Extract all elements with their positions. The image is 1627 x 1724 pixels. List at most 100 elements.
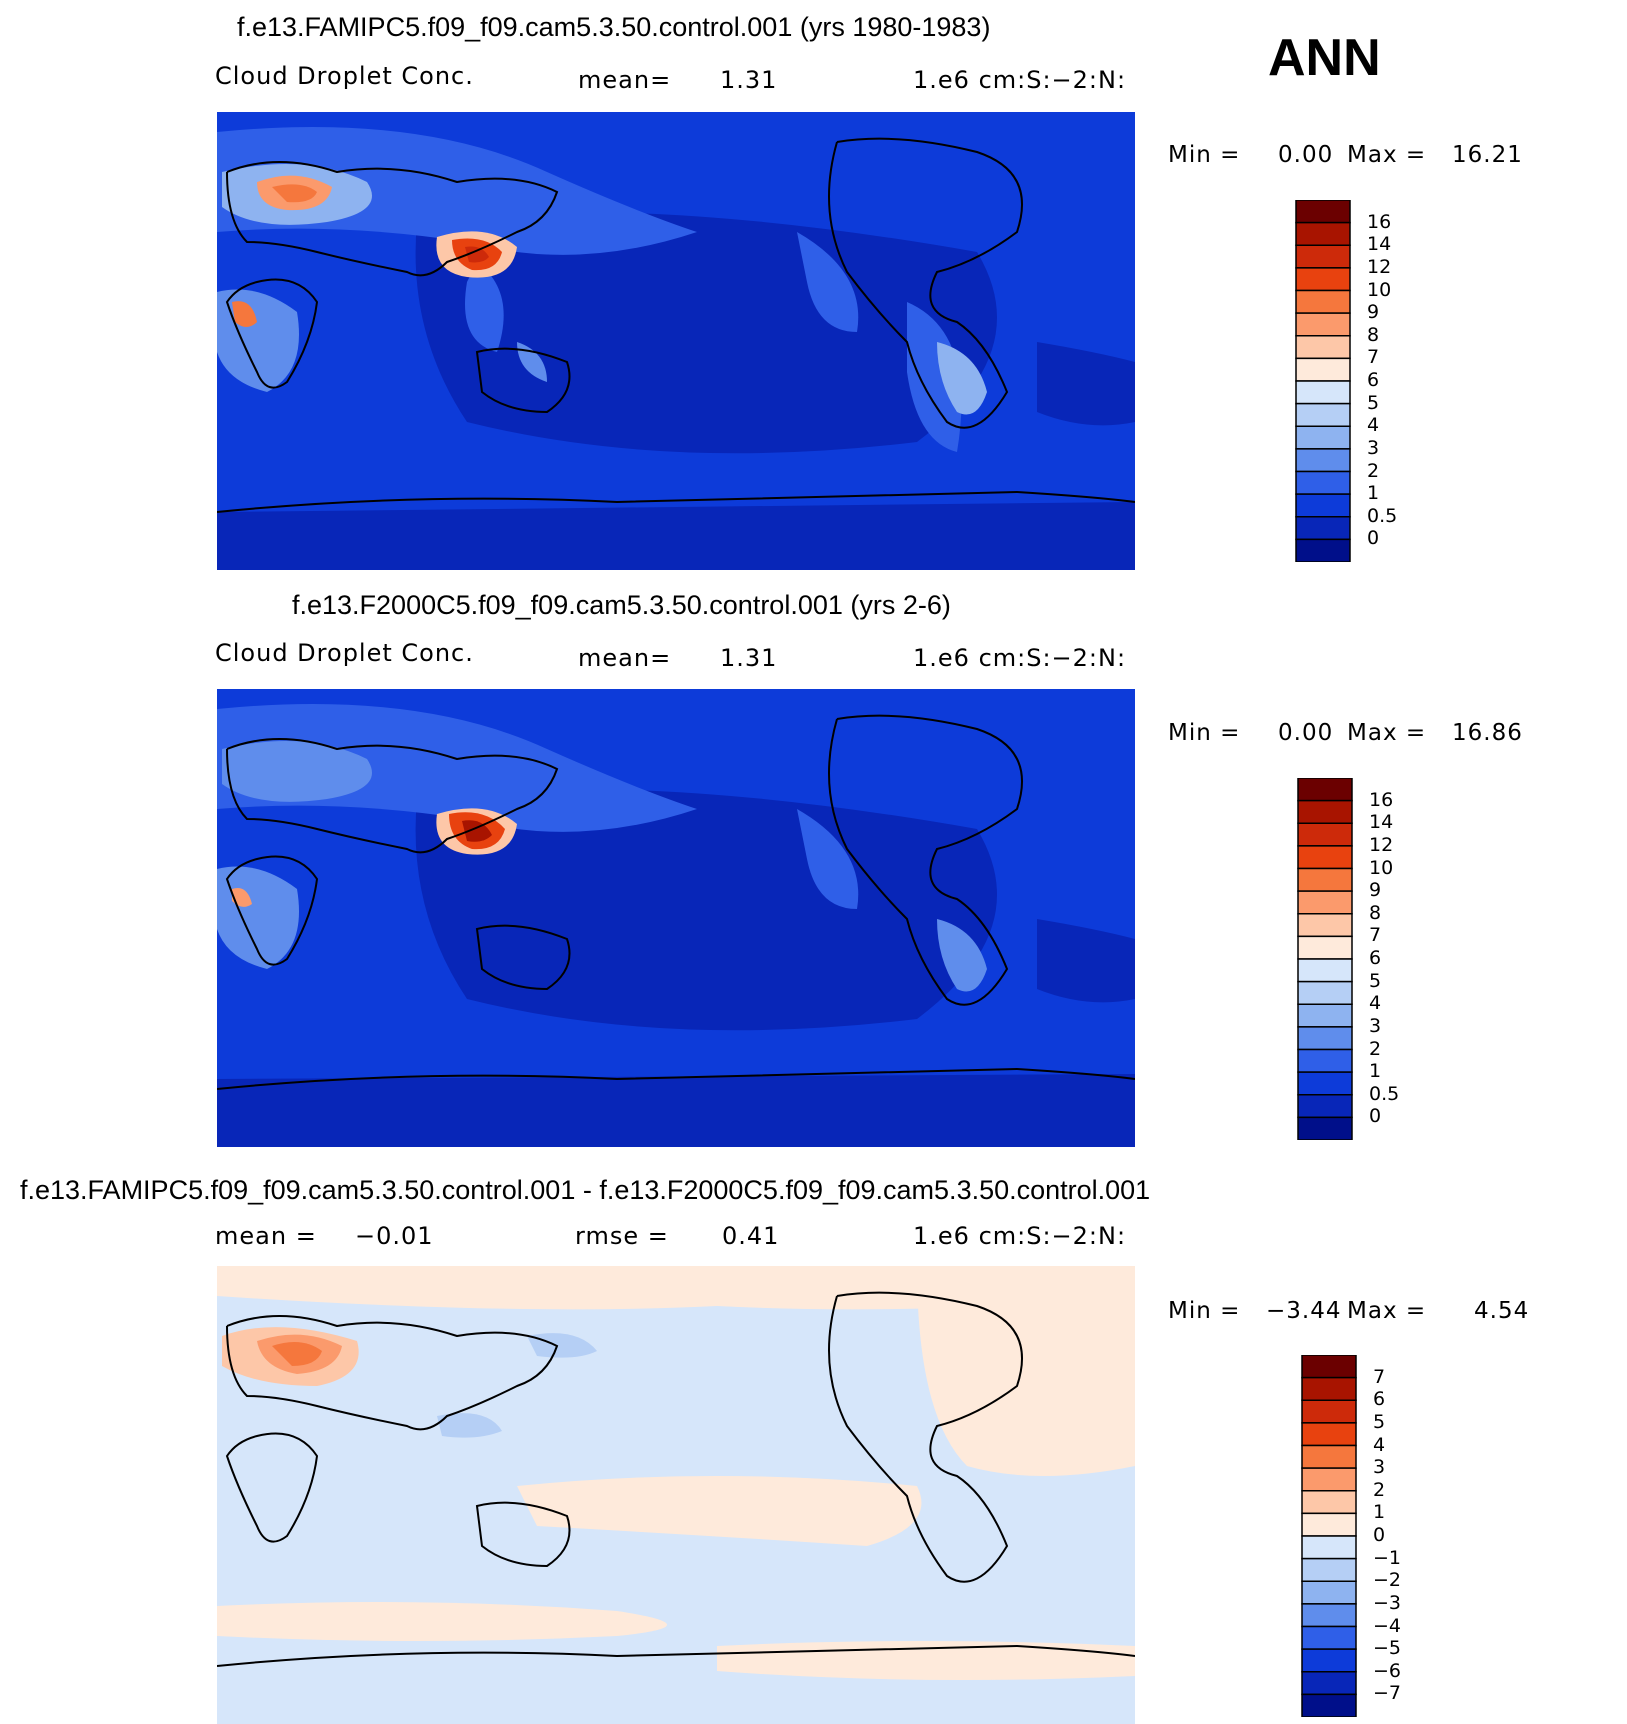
panel-1-mean-value: 1.31 [720, 66, 778, 94]
colorbar-tick-label: 5 [1369, 969, 1382, 992]
colorbar-swatch [1295, 538, 1351, 562]
panel-3-colorbar [1301, 1355, 1357, 1717]
panel-2-title: f.e13.F2000C5.f09_f09.cam5.3.50.control.… [292, 590, 951, 620]
colorbar-tick-label: 2 [1369, 1037, 1382, 1060]
colorbar-swatch [1297, 958, 1353, 983]
colorbar-swatch [1301, 1648, 1357, 1673]
colorbar-tick-label: 0 [1369, 1105, 1382, 1128]
colorbar-swatch [1297, 1048, 1353, 1073]
panel-2-units: 1.e6 cm:S:−2:N: [913, 644, 1127, 672]
season-label: ANN [1268, 29, 1381, 87]
panel-1-units: 1.e6 cm:S:−2:N: [913, 66, 1127, 94]
colorbar-tick-label: 4 [1369, 992, 1382, 1015]
panel-2-min-value: 0.00 [1278, 720, 1334, 746]
panel-3-min-value: −3.44 [1266, 1298, 1342, 1324]
colorbar-swatch [1295, 425, 1351, 450]
colorbar-swatch [1297, 980, 1353, 1005]
colorbar-swatch [1301, 1444, 1357, 1469]
colorbar-tick-label: 10 [1367, 278, 1392, 301]
colorbar-swatch [1297, 1094, 1353, 1119]
colorbar-swatch [1301, 1467, 1357, 1492]
colorbar-swatch [1297, 890, 1353, 915]
colorbar-swatch [1301, 1580, 1357, 1605]
colorbar-swatch [1301, 1557, 1357, 1582]
colorbar-tick-label: 14 [1369, 811, 1394, 834]
colorbar-swatch [1295, 470, 1351, 495]
colorbar-swatch [1301, 1671, 1357, 1696]
panel-3-units: 1.e6 cm:S:−2:N: [913, 1222, 1127, 1250]
colorbar-tick-label: 3 [1369, 1014, 1382, 1037]
colorbar-tick-label: 2 [1367, 459, 1380, 482]
colorbar-tick-label: 4 [1367, 414, 1380, 437]
panel-2-map [217, 689, 1135, 1147]
colorbar-tick-label: 16 [1367, 210, 1392, 233]
panel-2-max-value: 16.86 [1452, 720, 1523, 746]
colorbar-tick-label: 6 [1369, 947, 1382, 969]
colorbar-tick-label: 16 [1369, 788, 1394, 811]
colorbar-tick-label: 14 [1367, 233, 1392, 256]
colorbar-swatch [1297, 1116, 1353, 1140]
panel-3-max-value: 4.54 [1474, 1298, 1530, 1324]
colorbar-swatch [1295, 493, 1351, 518]
panel-1-colorbar [1295, 200, 1351, 562]
colorbar-swatch [1301, 1355, 1357, 1379]
colorbar-swatch [1301, 1625, 1357, 1650]
colorbar-swatch [1295, 380, 1351, 405]
colorbar-swatch [1297, 1026, 1353, 1051]
colorbar-swatch [1297, 1071, 1353, 1096]
colorbar-swatch [1295, 200, 1351, 224]
colorbar-swatch [1301, 1603, 1357, 1628]
colorbar-tick-label: 12 [1367, 255, 1392, 278]
colorbar-swatch [1297, 867, 1353, 892]
colorbar-swatch [1301, 1512, 1357, 1537]
colorbar-swatch [1301, 1693, 1357, 1717]
panel-1-max-value: 16.21 [1452, 142, 1523, 168]
colorbar-swatch [1297, 1003, 1353, 1028]
colorbar-tick-label: 0.5 [1369, 1082, 1400, 1105]
colorbar-swatch [1295, 244, 1351, 269]
colorbar-tick-label: −2 [1373, 1569, 1402, 1592]
colorbar-swatch [1295, 516, 1351, 541]
panel-2-max-label: Max = [1347, 720, 1427, 746]
panel-2-mean-label: mean= [578, 644, 672, 672]
colorbar-tick-label: 3 [1373, 1456, 1386, 1479]
panel-2-variable-label: Cloud Droplet Conc. [215, 639, 474, 667]
colorbar-tick-label: 9 [1369, 879, 1382, 902]
colorbar-swatch [1297, 822, 1353, 847]
panel-1-variable-label: Cloud Droplet Conc. [215, 62, 474, 90]
colorbar-tick-label: 7 [1373, 1365, 1386, 1388]
colorbar-tick-label: 2 [1373, 1478, 1386, 1501]
colorbar-tick-label: 6 [1373, 1388, 1386, 1411]
colorbar-swatch [1301, 1535, 1357, 1560]
colorbar-swatch [1301, 1490, 1357, 1515]
colorbar-tick-label: 0 [1373, 1524, 1386, 1546]
colorbar-swatch [1295, 312, 1351, 337]
colorbar-swatch [1297, 799, 1353, 824]
colorbar-tick-label: 8 [1369, 901, 1382, 924]
colorbar-tick-label: −5 [1373, 1637, 1402, 1660]
colorbar-tick-label: 3 [1367, 436, 1380, 459]
colorbar-swatch [1295, 402, 1351, 427]
colorbar-tick-label: 0.5 [1367, 504, 1398, 527]
colorbar-tick-label: 5 [1373, 1410, 1386, 1433]
colorbar-swatch [1295, 221, 1351, 246]
panel-3-title: f.e13.FAMIPC5.f09_f09.cam5.3.50.control.… [20, 1175, 1151, 1205]
panel-1-mean-label: mean= [578, 66, 672, 94]
panel-2-mean-value: 1.31 [720, 644, 778, 672]
colorbar-tick-label: 12 [1369, 833, 1394, 856]
colorbar-swatch [1295, 267, 1351, 292]
colorbar-tick-label: −3 [1373, 1591, 1402, 1614]
colorbar-tick-label: 7 [1367, 346, 1380, 369]
colorbar-tick-label: 5 [1367, 391, 1380, 414]
panel-1-map [217, 112, 1135, 570]
colorbar-swatch [1295, 289, 1351, 314]
colorbar-swatch [1297, 913, 1353, 938]
colorbar-swatch [1295, 448, 1351, 473]
colorbar-swatch [1301, 1376, 1357, 1401]
panel-1-max-label: Max = [1347, 142, 1427, 168]
colorbar-tick-label: −4 [1373, 1614, 1402, 1637]
colorbar-tick-label: −1 [1373, 1546, 1402, 1569]
colorbar-tick-label: 1 [1367, 482, 1380, 505]
panel-1-min-value: 0.00 [1278, 142, 1334, 168]
colorbar-swatch [1301, 1399, 1357, 1424]
